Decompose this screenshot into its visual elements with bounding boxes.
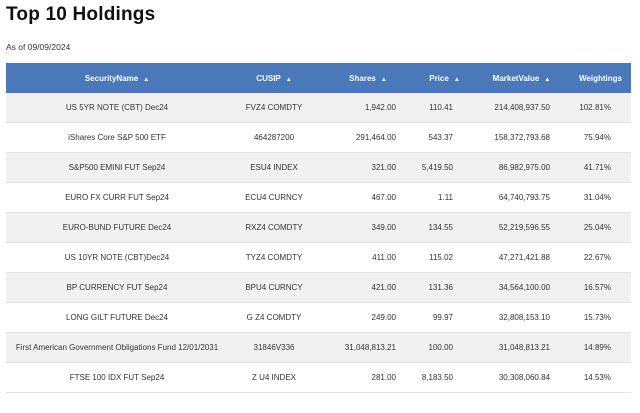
shares-cell: 411.00 [320,242,416,273]
cusip-cell: G Z4 COMDTY [228,302,320,333]
market-value-cell: 64,740,793.75 [473,182,570,213]
price-cell: 131.36 [416,272,473,303]
cusip-cell: 31846V336 [228,332,320,363]
weighting-cell: 16.57% [570,272,631,303]
table-row: EURO-BUND FUTURE Dec24 RXZ4 COMDTY 349.0… [6,212,631,243]
security-name-cell: EURO-BUND FUTURE Dec24 [6,212,228,243]
weighting-cell: 31.04% [570,182,631,213]
sort-asc-icon: ▲ [143,76,150,83]
shares-cell: 467.00 [320,182,416,213]
as-of-date: As of 09/09/2024 [6,42,71,52]
weighting-cell: 41.71% [570,152,631,183]
column-header-label: Weightings [579,73,622,83]
price-cell: 115.02 [416,242,473,273]
column-header-cusip[interactable]: CUSIP ▲ [228,63,320,93]
shares-cell: 1,942.00 [320,93,416,123]
cusip-cell: TYZ4 COMDTY [228,242,320,273]
column-header-label: Price [429,73,449,83]
column-header-label: SecurityName [84,73,139,83]
sort-asc-icon: ▲ [453,76,460,83]
table-row: FTSE 100 IDX FUT Sep24 Z U4 INDEX 281.00… [6,362,631,393]
weighting-cell: 22.67% [570,242,631,273]
market-value-cell: 32,808,153.10 [473,302,570,333]
table-row: First American Government Obligations Fu… [6,332,631,363]
market-value-cell: 52,219,596.55 [473,212,570,243]
table-row: EURO FX CURR FUT Sep24 ECU4 CURNCY 467.0… [6,182,631,213]
cusip-cell: Z U4 INDEX [228,362,320,393]
shares-cell: 249.00 [320,302,416,333]
security-name-cell: BP CURRENCY FUT Sep24 [6,272,228,303]
price-cell: 8,183.50 [416,362,473,393]
cusip-cell: FVZ4 COMDTY [228,93,320,123]
column-header-weightings[interactable]: Weightings [570,63,631,93]
security-name-cell: EURO FX CURR FUT Sep24 [6,182,228,213]
weighting-cell: 25.04% [570,212,631,243]
security-name-cell: US 10YR NOTE (CBT)Dec24 [6,242,228,273]
security-name-cell: iShares Core S&P 500 ETF [6,122,228,153]
weighting-cell: 14.89% [570,332,631,363]
security-name-cell: US 5YR NOTE (CBT) Dec24 [6,93,228,123]
price-cell: 110.41 [416,93,473,123]
market-value-cell: 31,048,813.21 [473,332,570,363]
market-value-cell: 86,982,975.00 [473,152,570,183]
sort-asc-icon: ▲ [380,76,387,83]
table-row: US 5YR NOTE (CBT) Dec24 FVZ4 COMDTY 1,94… [6,93,631,123]
security-name-cell: LONG GILT FUTURE Dec24 [6,302,228,333]
cusip-cell: BPU4 CURNCY [228,272,320,303]
weighting-cell: 102.81% [570,93,631,123]
table-row: S&P500 EMINI FUT Sep24 ESU4 INDEX 321.00… [6,152,631,183]
cusip-cell: ECU4 CURNCY [228,182,320,213]
column-header-market-value[interactable]: MarketValue ▲ [473,63,570,93]
table-header-row: SecurityName ▲ CUSIP ▲ Shares ▲ Price ▲ Mark… [6,63,631,93]
price-cell: 1.11 [416,182,473,213]
price-cell: 543.37 [416,122,473,153]
cusip-cell: RXZ4 COMDTY [228,212,320,243]
weighting-cell: 14.53% [570,362,631,393]
market-value-cell: 158,372,793.68 [473,122,570,153]
market-value-cell: 47,271,421.88 [473,242,570,273]
shares-cell: 281.00 [320,362,416,393]
price-cell: 5,419.50 [416,152,473,183]
table-row: US 10YR NOTE (CBT)Dec24 TYZ4 COMDTY 411.… [6,242,631,273]
column-header-label: MarketValue [492,73,540,83]
shares-cell: 321.00 [320,152,416,183]
column-header-price[interactable]: Price ▲ [416,63,473,93]
page-title: Top 10 Holdings [6,4,156,25]
cusip-cell: ESU4 INDEX [228,152,320,183]
security-name-cell: First American Government Obligations Fu… [6,332,228,363]
table-row: iShares Core S&P 500 ETF 464287200 291,4… [6,122,631,153]
sort-asc-icon: ▲ [544,76,551,83]
column-header-label: Shares [349,73,376,83]
cusip-cell: 464287200 [228,122,320,153]
market-value-cell: 214,408,937.50 [473,93,570,123]
table-row: BP CURRENCY FUT Sep24 BPU4 CURNCY 421.00… [6,272,631,303]
market-value-cell: 34,564,100.00 [473,272,570,303]
shares-cell: 291,464.00 [320,122,416,153]
column-header-shares[interactable]: Shares ▲ [320,63,416,93]
column-header-label: CUSIP [256,73,281,83]
column-header-security-name[interactable]: SecurityName ▲ [6,63,228,93]
weighting-cell: 15.73% [570,302,631,333]
security-name-cell: FTSE 100 IDX FUT Sep24 [6,362,228,393]
sort-asc-icon: ▲ [285,76,292,83]
table-row: LONG GILT FUTURE Dec24 G Z4 COMDTY 249.0… [6,302,631,333]
weighting-cell: 75.94% [570,122,631,153]
market-value-cell: 30,308,060.84 [473,362,570,393]
shares-cell: 349.00 [320,212,416,243]
price-cell: 134.55 [416,212,473,243]
security-name-cell: S&P500 EMINI FUT Sep24 [6,152,228,183]
price-cell: 99.97 [416,302,473,333]
shares-cell: 31,048,813.21 [320,332,416,363]
price-cell: 100.00 [416,332,473,363]
holdings-table: SecurityName ▲ CUSIP ▲ Shares ▲ Price ▲ Mark… [6,63,631,393]
shares-cell: 421.00 [320,272,416,303]
